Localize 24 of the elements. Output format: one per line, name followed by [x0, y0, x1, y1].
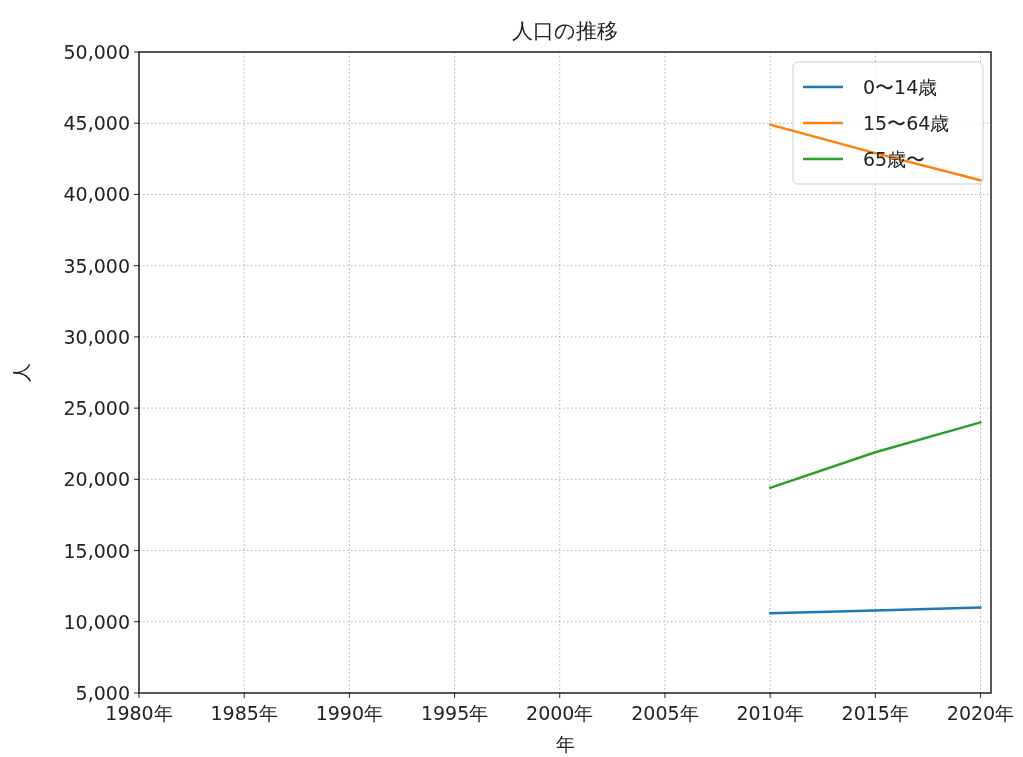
- y-tick-label: 10,000: [63, 610, 130, 633]
- y-tick-label: 35,000: [63, 254, 130, 277]
- y-tick-label: 45,000: [63, 112, 130, 135]
- y-tick-label: 25,000: [63, 397, 130, 420]
- x-tick-label: 1995年: [420, 702, 489, 724]
- x-tick-label: 2010年: [736, 702, 804, 724]
- y-tick-label: 40,000: [63, 183, 130, 206]
- chart-title: 人口の推移: [512, 19, 618, 43]
- x-axis-title: 年: [555, 733, 575, 755]
- x-tick-label: 2005年: [631, 702, 699, 724]
- x-tick-label: 2020年: [946, 702, 1015, 724]
- y-axis-title: 人: [10, 363, 32, 382]
- legend-label: 0〜14歳: [863, 76, 938, 98]
- y-tick-label: 30,000: [63, 325, 130, 348]
- legend-label: 15〜64歳: [863, 112, 950, 134]
- x-tick-label: 1985年: [210, 702, 278, 724]
- y-tick-label: 15,000: [63, 539, 130, 562]
- y-tick-label: 20,000: [63, 468, 130, 491]
- y-tick-label: 50,000: [63, 41, 130, 63]
- x-tick-label: 2015年: [841, 702, 909, 724]
- y-tick-label: 5,000: [75, 682, 130, 704]
- x-tick-label: 1990年: [315, 702, 384, 724]
- x-tick-label: 2000年: [526, 702, 594, 724]
- x-tick-label: 1980年: [105, 702, 173, 724]
